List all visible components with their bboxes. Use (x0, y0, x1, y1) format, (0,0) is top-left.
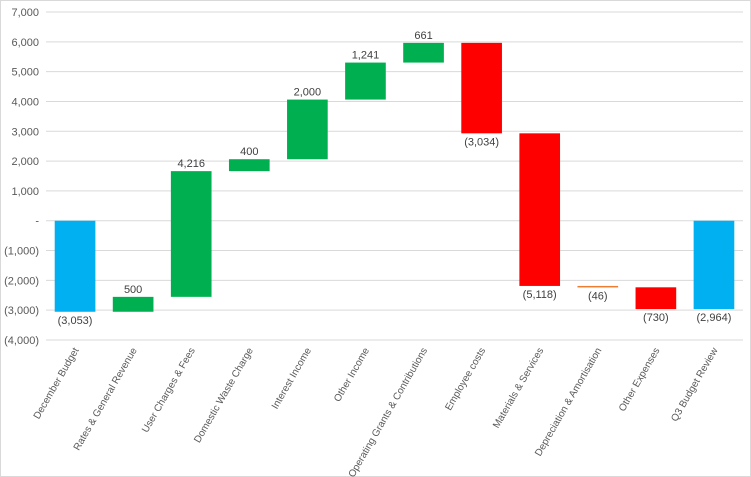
y-tick-label: 5,000 (11, 67, 39, 79)
y-tick-label: 3,000 (11, 126, 39, 138)
data-label: 400 (240, 146, 258, 158)
bar (519, 133, 561, 286)
y-tick-label: - (35, 216, 39, 228)
category-label: Materials & Services (491, 346, 546, 430)
bar (461, 42, 502, 134)
y-tick-label: 6,000 (11, 37, 39, 49)
bar (228, 159, 270, 172)
bar (635, 287, 677, 310)
category-label: Other Expenses (617, 346, 662, 414)
y-tick-label: (3,000) (4, 305, 39, 317)
bar (54, 220, 96, 312)
y-tick-label: (2,000) (4, 275, 39, 287)
data-label: 2,000 (294, 87, 322, 99)
category-label: Domestic Waste Charge (192, 346, 256, 445)
bar (403, 42, 444, 63)
y-tick-label: 1,000 (11, 186, 39, 198)
bar (287, 99, 328, 160)
data-label: 1,241 (352, 50, 380, 62)
data-label: 4,216 (177, 158, 205, 170)
data-label: (3,053) (58, 315, 93, 327)
bar (112, 296, 154, 312)
category-label: December Budget (32, 346, 82, 421)
y-tick-label: (4,000) (4, 335, 39, 347)
category-label: Other Income (332, 346, 372, 404)
data-label: (3,034) (464, 136, 499, 148)
data-label: (730) (643, 312, 669, 324)
category-label: Q3 Budget Review (669, 345, 721, 423)
data-label: (5,118) (523, 289, 557, 301)
data-label: (46) (588, 290, 608, 302)
bar (577, 285, 619, 288)
data-label: (2,964) (697, 312, 732, 324)
category-label: Rates & General Revenue (72, 346, 140, 453)
y-tick-label: 4,000 (11, 96, 39, 108)
y-tick-label: (1,000) (4, 246, 39, 258)
bar (170, 171, 212, 297)
y-tick-label: 2,000 (11, 156, 39, 168)
bar (693, 220, 735, 310)
data-label: 661 (414, 30, 432, 42)
category-label: Employee costs (443, 346, 488, 413)
data-label: 500 (124, 284, 142, 296)
bar (345, 62, 386, 100)
y-tick-label: 7,000 (11, 7, 39, 19)
category-label: Interest Income (270, 346, 314, 412)
category-label: User Charges & Fees (140, 346, 198, 435)
category-label: Depreciation & Amortisation (533, 346, 604, 458)
